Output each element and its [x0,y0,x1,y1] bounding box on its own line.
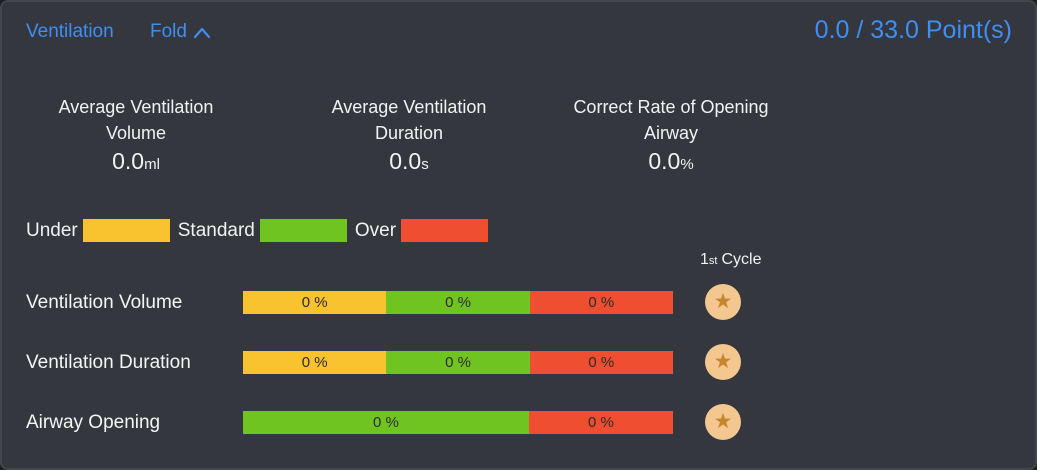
stat-unit: s [421,156,429,173]
bar-segment-standard: 0 % [386,351,530,374]
bar-segment-standard: 0 % [243,411,529,434]
chevron-up-icon [193,27,211,39]
stat-value: 0.0ml [112,148,160,174]
row-label: Ventilation Volume [26,291,183,313]
stacked-bar: 0 % 0 % 0 % [243,351,673,374]
stat-label: Duration [374,123,444,143]
star-icon: ★ [713,289,733,313]
stacked-bar: 0 % 0 % [243,411,673,434]
metric-row-ventilation-volume: Ventilation Volume 0 % 0 % 0 % ★ [2,284,1035,320]
bar-segment-over: 0 % [528,411,673,434]
score-points: 0.0 / 33.0 Point(s) [814,16,1012,44]
star-icon: ★ [713,349,733,373]
cycle-column-header: 1st Cycle [700,251,762,268]
stat-label: Average Ventilation [331,97,487,117]
legend-label-under: Under [26,219,78,241]
cycle-star-badge[interactable]: ★ [705,344,741,380]
stats-row: Average Ventilation Volume 0.0ml Average… [16,94,802,175]
stat-average-ventilation-volume: Average Ventilation Volume 0.0ml [16,94,256,175]
stat-value: 0.0s [389,148,429,174]
fold-label: Fold [150,21,187,42]
bar-segment-under: 0 % [243,351,387,374]
stat-correct-rate-opening-airway: Correct Rate of Opening Airway 0.0% [540,94,802,175]
stat-unit: ml [144,156,160,173]
legend-swatch-over [401,219,489,242]
stat-label: Average Ventilation [58,97,214,117]
stat-average-ventilation-duration: Average Ventilation Duration 0.0s [278,94,540,175]
bar-segment-standard: 0 % [386,291,530,314]
cycle-star-badge[interactable]: ★ [705,284,741,320]
stacked-bar: 0 % 0 % 0 % [243,291,673,314]
bar-segment-over: 0 % [529,351,673,374]
legend-label-over: Over [354,219,397,241]
panel-title: Ventilation [26,21,114,42]
stat-label: Correct Rate of Opening [573,97,769,117]
bar-segment-under: 0 % [243,291,387,314]
legend-swatch-under [82,219,170,242]
metric-row-ventilation-duration: Ventilation Duration 0 % 0 % 0 % ★ [2,344,1035,380]
cycle-star-badge[interactable]: ★ [705,404,741,440]
star-icon: ★ [713,409,733,433]
row-label: Ventilation Duration [26,351,191,373]
legend-label-standard: Standard [177,219,255,241]
metric-row-airway-opening: Airway Opening 0 % 0 % ★ [2,404,1035,440]
stat-label: Volume [105,123,167,143]
stat-label: Airway [643,123,698,143]
row-label: Airway Opening [26,411,161,433]
bar-segment-over: 0 % [529,291,673,314]
stat-unit: % [680,156,694,173]
legend: Under Standard Over [26,219,496,242]
legend-swatch-standard [259,219,347,242]
fold-toggle[interactable]: Fold [150,21,211,43]
stat-value: 0.0% [648,148,694,174]
